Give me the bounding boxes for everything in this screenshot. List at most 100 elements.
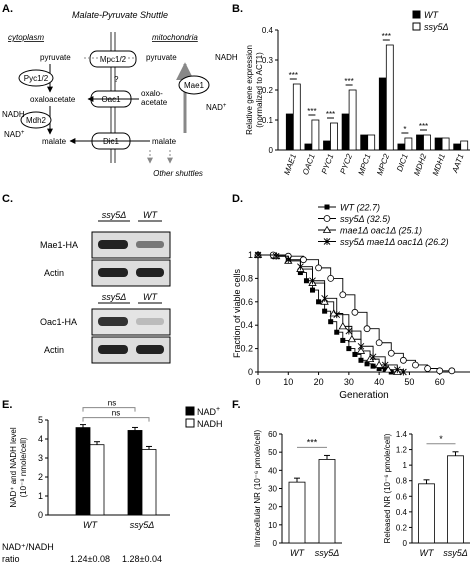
b-y-label: Relative gene expression	[245, 45, 254, 135]
oxalo-mito-2: acetate	[141, 98, 168, 107]
pyruvate-mito: pyruvate	[146, 53, 177, 62]
d-x-label: Generation	[339, 390, 388, 401]
b-x-tick-label: MDH1	[431, 153, 447, 177]
panel-e-letter: E.	[2, 399, 12, 411]
b-bar	[441, 137, 450, 151]
d-y-tick-label: 1	[248, 250, 253, 260]
d-point	[346, 346, 352, 352]
b-x-tick-label: MPC1	[357, 153, 373, 177]
blot-actin1-band-2	[136, 268, 164, 277]
b-bar	[360, 134, 369, 151]
e-bar	[75, 427, 91, 516]
d-y-tick-label: 0	[248, 367, 253, 377]
blot1-lane2: WT	[143, 210, 158, 220]
f-y-tick-label: 50	[268, 448, 277, 457]
d-point	[347, 334, 357, 343]
f-y-tick-label: 0	[403, 539, 408, 548]
d-legend-marker	[323, 215, 331, 222]
d-point	[358, 357, 364, 363]
b-legend-label: WT	[424, 10, 439, 20]
b-bar	[397, 143, 406, 151]
d-point	[334, 329, 340, 335]
b-bar	[285, 113, 294, 151]
b-sig-label: ***	[344, 77, 353, 86]
b-x-tick-label: MPC2	[375, 152, 391, 176]
other-shuttles: Other shuttles	[153, 169, 203, 178]
d-point	[356, 346, 366, 354]
e-y-tick-label: 0	[38, 510, 43, 520]
d-point	[303, 278, 309, 284]
b-y-tick-label: 0	[269, 146, 274, 155]
oxalo-mito-1: oxalo-	[141, 89, 163, 98]
pyc-enzyme	[18, 69, 54, 87]
d-point	[369, 353, 377, 361]
cytoplasm-label: cytoplasm	[8, 33, 44, 42]
f-y-tick-label: 0.8	[396, 477, 408, 486]
b-x-tick-label: PYC1	[320, 153, 336, 176]
f-y-tick-label: 1.4	[396, 430, 408, 439]
f-sig-label: *	[439, 434, 443, 444]
b-sig-label: ***	[307, 107, 316, 116]
blot-actin1-band-1	[98, 268, 128, 277]
b-y-tick-label: 0.1	[262, 116, 274, 125]
d-x-tick-label: 10	[283, 377, 293, 387]
d-x-tick-label: 50	[404, 377, 414, 387]
d-legend-marker	[322, 225, 332, 233]
d-point	[370, 363, 376, 369]
b-sig-label: *	[403, 125, 406, 134]
d-x-tick-label: 30	[344, 377, 354, 387]
e-y-tick-label: 4	[38, 434, 43, 444]
e-bracket-nadh	[82, 417, 150, 422]
d-point	[284, 256, 292, 264]
b-bar	[416, 134, 424, 151]
b-bar	[434, 137, 443, 151]
oxaloacetate-cyto: oxaloacetate	[30, 95, 76, 104]
f-y-tick-label: 0.6	[396, 492, 408, 501]
blot-actin2-band-1	[98, 345, 128, 354]
blot-row-3: Oac1-HA	[40, 317, 77, 327]
d-point	[309, 277, 316, 285]
pyc-label: Pyc1/2	[24, 74, 49, 83]
blot-oac1-band-2	[136, 318, 164, 325]
mitochondria-label: mitochondria	[152, 33, 198, 42]
f-y-tick-label: 0	[273, 539, 278, 548]
e-legend-swatch	[185, 418, 195, 428]
b-bar	[367, 134, 376, 151]
d-point	[254, 251, 262, 259]
b-bar	[348, 89, 357, 151]
f-x-tick-label: WT	[420, 548, 435, 558]
panel-a-letter: A.	[2, 3, 13, 15]
b-y-tick-label: 0.2	[262, 86, 274, 95]
d-point	[376, 365, 382, 371]
e-bar	[89, 444, 105, 516]
mpc-transporter	[89, 50, 137, 68]
panel-f-letter: F.	[232, 399, 241, 411]
b-y-tick-label: 0.4	[262, 26, 274, 35]
b-bar	[311, 119, 320, 151]
panel-b-chart: B. 0 0.1 0.2 0.3 0.4 Relative gene expression(…	[232, 3, 470, 177]
d-point	[381, 361, 389, 369]
f-y-label: Released NR (10⁻⁶ pmole/cell)	[383, 433, 392, 543]
d-point	[399, 356, 407, 364]
b-bar	[404, 137, 413, 151]
blot-mae1-band-1	[98, 240, 128, 249]
panel-f-intracellular-chart: 0 10 20 30 40 50 60 Intracellular NR (10⁻⁶ pmol…	[253, 430, 342, 558]
e-y-tick-label: 3	[38, 453, 43, 463]
pyruvate-cyto: pyruvate	[40, 53, 71, 62]
b-y-label-2: (normalized to ACT1)	[255, 52, 264, 128]
f-y-tick-label: 10	[268, 521, 277, 530]
panel-b-letter: B.	[232, 3, 243, 15]
b-y-tick-label: 0.3	[262, 56, 274, 65]
d-point	[374, 360, 384, 368]
e-legend-swatch	[185, 406, 195, 416]
e-x-tick-label: WT	[83, 520, 98, 530]
d-y-tick-label: 0.4	[240, 320, 253, 330]
f-sig-label: ***	[307, 437, 318, 447]
mae-enzyme	[178, 75, 210, 95]
d-point	[436, 367, 444, 375]
d-point	[351, 308, 359, 316]
d-y-tick-label: 0.8	[240, 273, 253, 283]
b-bar	[330, 122, 338, 151]
f-x-tick-label: WT	[290, 548, 305, 558]
panel-a: A. Malate-Pyruvate Shuttle cytoplasm mit…	[2, 3, 238, 178]
